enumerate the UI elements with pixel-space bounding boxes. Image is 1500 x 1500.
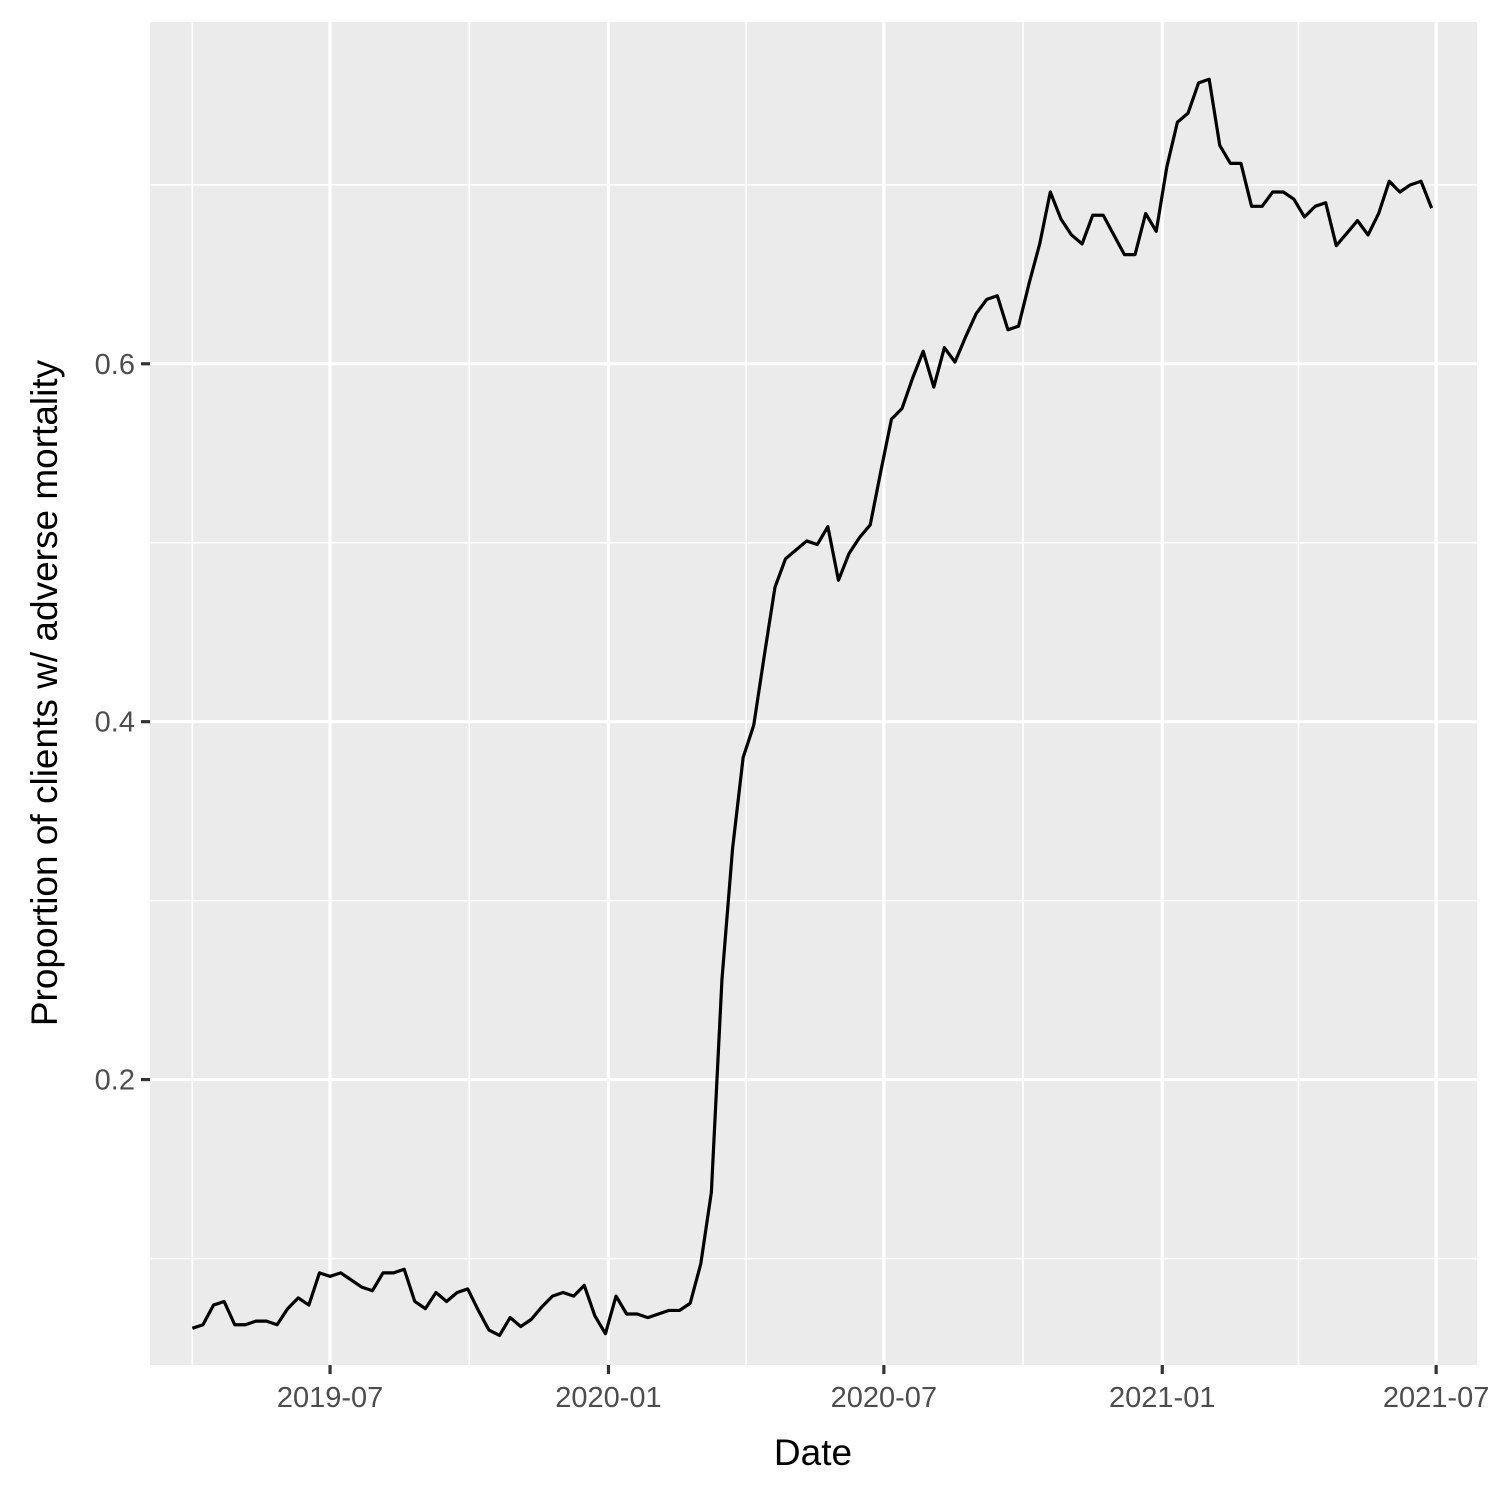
series-line: [191, 77, 1434, 1338]
y-tick-label: 0.2: [95, 1065, 135, 1097]
x-tick-label: 2020-01: [555, 1382, 661, 1414]
x-tick-label: 2019-07: [277, 1382, 383, 1414]
x-tick-label: 2021-01: [1109, 1382, 1215, 1414]
y-axis-title: Proportion of clients w/ adverse mortali…: [24, 359, 65, 1026]
y-tick-label: 0.6: [95, 349, 135, 381]
x-tick-label: 2021-07: [1383, 1382, 1489, 1414]
plot-panel: [150, 22, 1477, 1365]
x-tick-label: 2020-07: [831, 1382, 937, 1414]
x-axis-title: Date: [774, 1432, 852, 1473]
x-axis: 2019-07 2020-01 2020-07 2021-01 2021-07: [277, 1365, 1489, 1414]
y-tick-label: 0.4: [95, 707, 135, 739]
y-axis: 0.2 0.4 0.6: [95, 349, 150, 1097]
grid-major: [150, 22, 1477, 1365]
